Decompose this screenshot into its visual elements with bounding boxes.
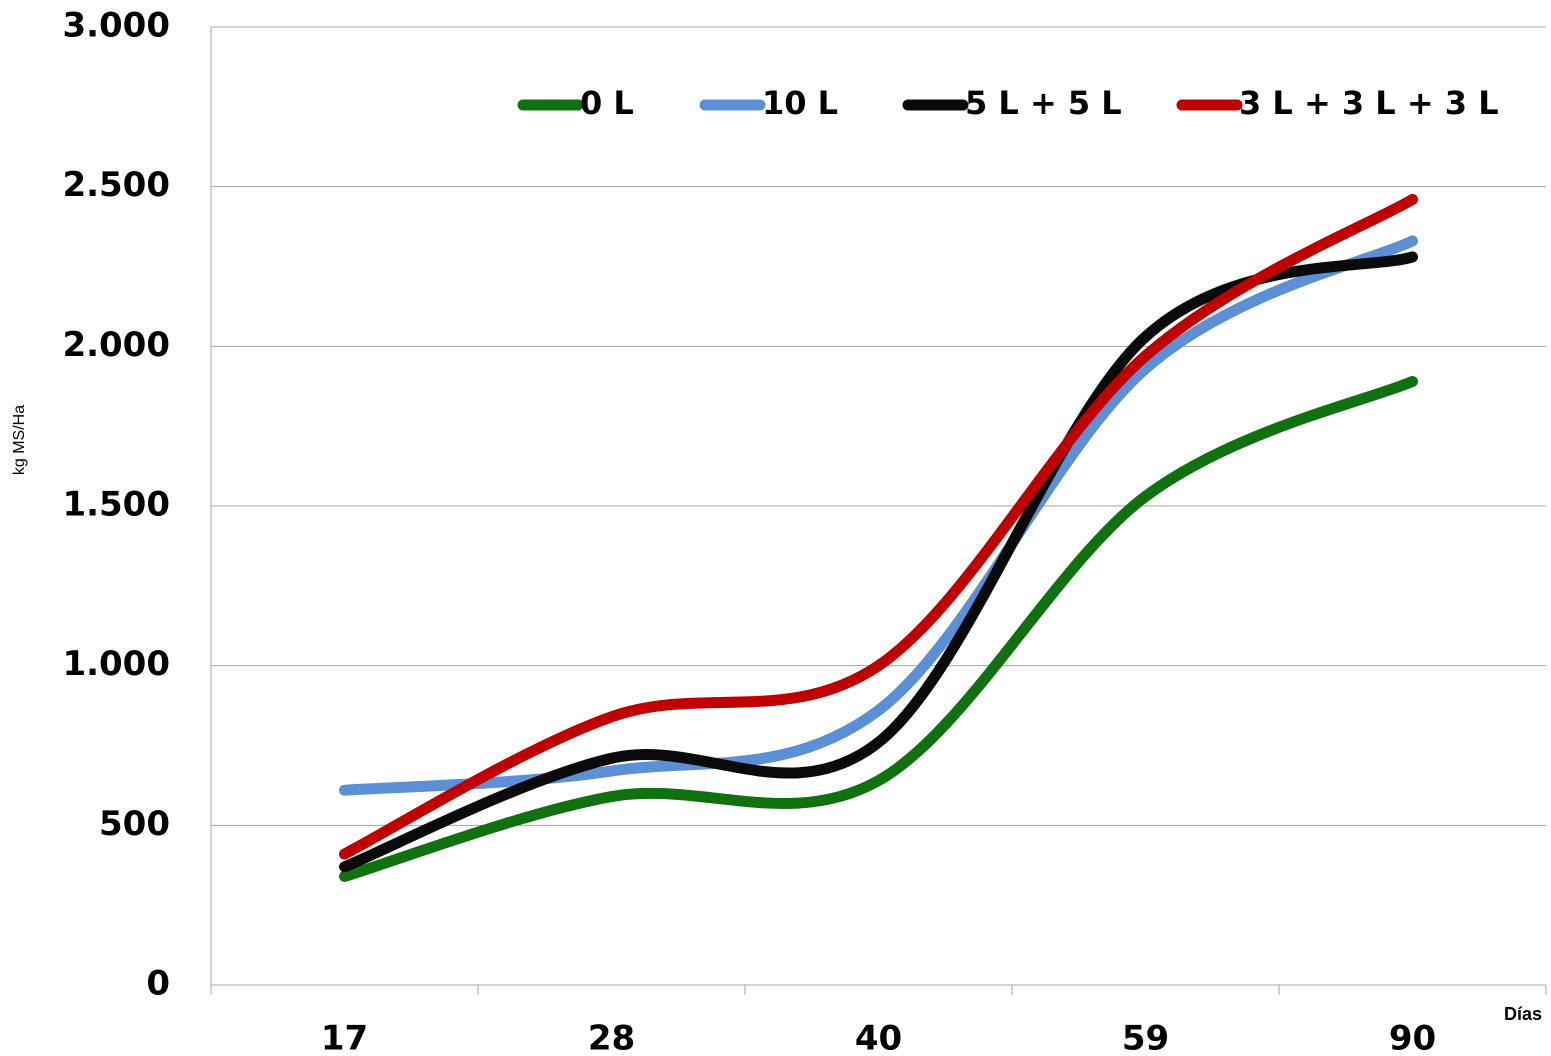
- legend-label: 3 L + 3 L + 3 L: [1239, 84, 1499, 122]
- y-tick-label: 2.000: [62, 325, 170, 365]
- x-tick-label: 59: [1122, 1019, 1169, 1056]
- y-tick-label: 500: [99, 804, 170, 844]
- y-tick-label: 1.500: [62, 485, 170, 525]
- series-line: [339, 235, 1418, 796]
- legend-label: 0 L: [580, 84, 634, 122]
- x-axis-title: Días: [1504, 1004, 1542, 1024]
- y-tick-label: 3.000: [62, 6, 170, 46]
- y-axis-title: kg MS/Ha: [11, 405, 28, 475]
- x-tick-label: 90: [1389, 1019, 1436, 1056]
- series-line: [339, 193, 1418, 860]
- y-tick-label: 2.500: [62, 165, 170, 205]
- series-line: [339, 251, 1418, 873]
- legend-label: 10 L: [762, 84, 838, 122]
- x-tick-label: 40: [855, 1019, 902, 1056]
- y-tick-label: 1.000: [62, 644, 170, 684]
- x-tick-label: 17: [321, 1019, 368, 1056]
- legend-label: 5 L + 5 L: [965, 84, 1122, 122]
- x-tick-label: 28: [588, 1019, 635, 1056]
- series-line: [339, 375, 1418, 882]
- y-tick-label: 0: [146, 964, 170, 1004]
